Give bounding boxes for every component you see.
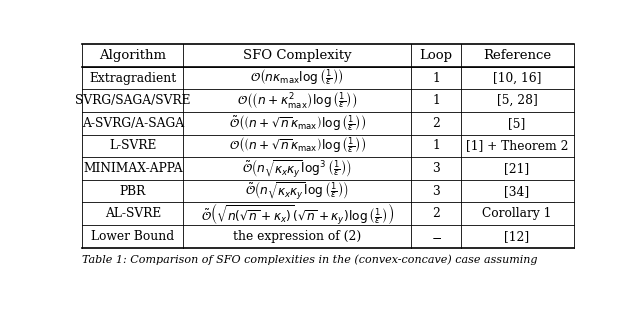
- Text: SVRG/SAGA/SVRE: SVRG/SAGA/SVRE: [75, 94, 191, 107]
- Text: Lower Bound: Lower Bound: [92, 230, 174, 243]
- Text: PBR: PBR: [120, 185, 146, 198]
- Text: 1: 1: [432, 94, 440, 107]
- Text: 3: 3: [432, 162, 440, 175]
- Text: 3: 3: [432, 185, 440, 198]
- Text: Corollary 1: Corollary 1: [483, 207, 552, 220]
- Text: SFO Complexity: SFO Complexity: [243, 49, 351, 62]
- Text: the expression of (2): the expression of (2): [233, 230, 362, 243]
- Text: Algorithm: Algorithm: [99, 49, 166, 62]
- Text: $\tilde{\mathcal{O}}\left(n\sqrt{\kappa_x\kappa_y}\log\left(\frac{1}{\varepsilon: $\tilde{\mathcal{O}}\left(n\sqrt{\kappa_…: [245, 180, 349, 202]
- Text: $\mathcal{O}\left(\left(n+\kappa_{\mathrm{max}}^2\right)\log\left(\frac{1}{\vare: $\mathcal{O}\left(\left(n+\kappa_{\mathr…: [237, 90, 358, 111]
- Text: Reference: Reference: [483, 49, 551, 62]
- Text: Extragradient: Extragradient: [89, 72, 177, 85]
- Text: 2: 2: [432, 117, 440, 130]
- Text: AL-SVRE: AL-SVRE: [105, 207, 161, 220]
- Text: Loop: Loop: [420, 49, 452, 62]
- Text: 1: 1: [432, 72, 440, 85]
- Text: [12]: [12]: [504, 230, 530, 243]
- Text: $\mathcal{O}\left(n\kappa_{\mathrm{max}}\log\left(\frac{1}{\varepsilon}\right)\r: $\mathcal{O}\left(n\kappa_{\mathrm{max}}…: [250, 68, 344, 88]
- Text: L-SVRE: L-SVRE: [109, 139, 157, 152]
- Text: [34]: [34]: [504, 185, 530, 198]
- Text: Table 1: Comparison of SFO complexities in the (convex-concave) case assuming: Table 1: Comparison of SFO complexities …: [83, 255, 538, 265]
- Text: $\mathcal{O}\left(\left(n+\sqrt{n}\kappa_{\mathrm{max}}\right)\log\left(\frac{1}: $\mathcal{O}\left(\left(n+\sqrt{n}\kappa…: [228, 136, 366, 156]
- Text: [5, 28]: [5, 28]: [497, 94, 538, 107]
- Text: [5]: [5]: [508, 117, 525, 130]
- Text: $\tilde{\mathcal{O}}\left(\sqrt{n(\sqrt{n}+\kappa_x)}(\sqrt{n}+\kappa_y)\log\lef: $\tilde{\mathcal{O}}\left(\sqrt{n(\sqrt{…: [201, 201, 394, 226]
- Text: $\tilde{\mathcal{O}}\left(n\sqrt{\kappa_x\kappa_y}\log^3\left(\frac{1}{\varepsil: $\tilde{\mathcal{O}}\left(n\sqrt{\kappa_…: [243, 157, 353, 180]
- Text: [10, 16]: [10, 16]: [493, 72, 541, 85]
- Text: [1] + Theorem 2: [1] + Theorem 2: [466, 139, 568, 152]
- Text: MINIMAX-APPA: MINIMAX-APPA: [83, 162, 182, 175]
- Text: 2: 2: [432, 207, 440, 220]
- Text: A-SVRG/A-SAGA: A-SVRG/A-SAGA: [82, 117, 184, 130]
- Text: [21]: [21]: [504, 162, 530, 175]
- Text: $\tilde{\mathcal{O}}\left(\left(n+\sqrt{n}\kappa_{\mathrm{max}}\right)\log\left(: $\tilde{\mathcal{O}}\left(\left(n+\sqrt{…: [228, 113, 366, 133]
- Text: $-$: $-$: [431, 230, 442, 243]
- Text: 1: 1: [432, 139, 440, 152]
